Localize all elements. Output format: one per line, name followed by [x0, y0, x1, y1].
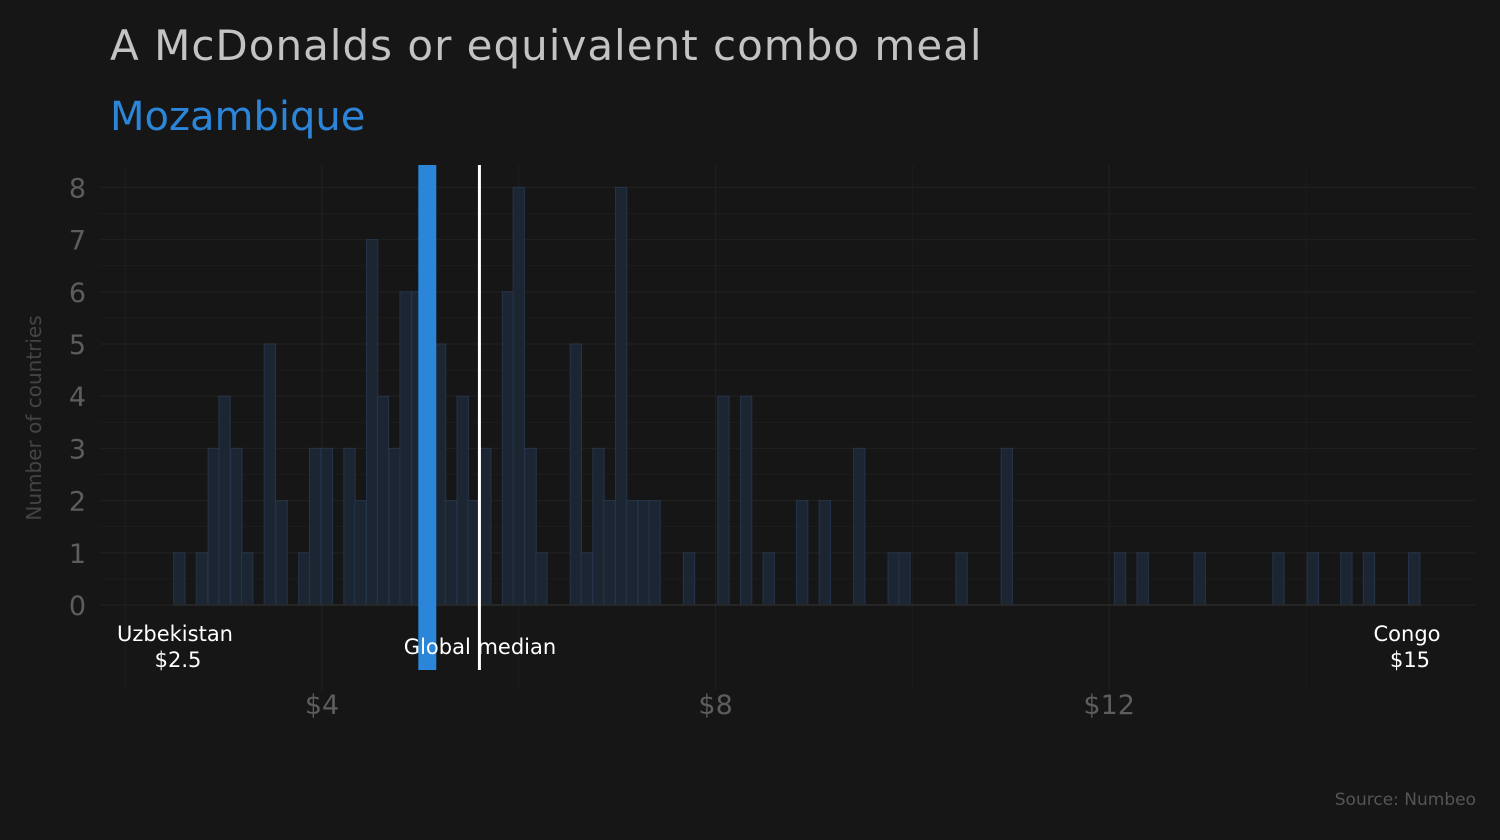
source-note: Source: Numbeo	[1335, 790, 1476, 810]
histogram-bar	[818, 500, 831, 606]
histogram-bar	[1306, 552, 1320, 606]
histogram-bar	[955, 552, 968, 606]
y-tick-label: 4	[69, 382, 86, 413]
histogram-bar	[762, 552, 775, 606]
histogram-bar	[1136, 552, 1149, 606]
histogram-bar	[376, 395, 390, 606]
chart-subtitle: Mozambique	[110, 94, 365, 140]
grid-layer	[100, 165, 1475, 690]
histogram-bar	[456, 395, 469, 606]
y-tick-label: 0	[69, 591, 86, 622]
max-country-label: Congo	[1374, 622, 1441, 646]
histogram-bar	[898, 552, 911, 606]
histogram-bar	[603, 500, 616, 606]
x-tick-label: $4	[305, 690, 339, 721]
histogram-bar	[535, 552, 548, 606]
histogram-bar	[796, 500, 809, 606]
histogram-bar	[308, 447, 322, 606]
histogram-bar	[739, 395, 753, 606]
histogram-bar	[887, 552, 900, 606]
histogram-bar	[1113, 552, 1127, 606]
histogram-bar	[388, 447, 401, 606]
highlight-country-band	[418, 165, 437, 670]
histogram-bar	[637, 500, 650, 606]
histogram-bar	[682, 552, 696, 606]
axis-labels: 0 1 2 3 4 5 6 7 8 $4 $8 $12	[69, 173, 1135, 721]
chart-title: A McDonalds or equivalent combo meal	[110, 21, 983, 70]
histogram-bar	[207, 447, 220, 606]
median-label: Global median	[404, 635, 556, 659]
histogram-bar	[648, 500, 661, 606]
y-tick-label: 8	[69, 173, 86, 204]
histogram-bar	[343, 447, 356, 606]
x-tick-label: $12	[1083, 690, 1135, 721]
y-tick-label: 1	[69, 539, 86, 570]
histogram-bar	[479, 447, 492, 606]
histogram-bar	[1000, 447, 1014, 606]
histogram-bar	[512, 186, 525, 606]
y-axis-label: Number of countries	[22, 315, 46, 520]
histogram-bar	[1340, 552, 1353, 606]
histogram-bar	[173, 552, 186, 606]
histogram-bar	[230, 447, 243, 606]
histogram-bar	[717, 395, 730, 606]
histogram-bar	[366, 239, 379, 606]
max-value-label: $15	[1390, 648, 1430, 672]
histogram-bar	[1193, 552, 1206, 606]
histogram-bar	[218, 395, 231, 606]
histogram-bar	[320, 447, 334, 606]
histogram-bar	[195, 552, 209, 606]
reference-lines	[418, 165, 481, 670]
histogram-bar	[580, 552, 593, 606]
min-value-label: $2.5	[155, 648, 202, 672]
histogram-bar	[569, 343, 583, 606]
histogram-bar	[399, 291, 412, 606]
histogram-bar	[1362, 552, 1376, 606]
histogram-bar	[1272, 552, 1285, 606]
histogram-bar	[501, 291, 515, 606]
histogram-bar	[263, 343, 277, 606]
histogram-bar	[614, 186, 628, 606]
y-tick-label: 6	[69, 278, 86, 309]
histogram-bar	[298, 552, 311, 606]
histogram-bar	[241, 552, 254, 606]
histogram-bar	[853, 447, 866, 606]
y-tick-label: 3	[69, 434, 86, 465]
histogram-bar	[625, 500, 639, 606]
histogram-bar	[524, 447, 537, 606]
x-tick-label: $8	[698, 690, 732, 721]
min-country-label: Uzbekistan	[117, 622, 233, 646]
y-tick-label: 2	[69, 487, 86, 518]
histogram-bar	[467, 500, 480, 606]
histogram-bar	[444, 500, 458, 606]
histogram-bar	[592, 447, 605, 606]
histogram-bar	[354, 500, 367, 606]
y-tick-label: 7	[69, 226, 86, 257]
histogram-bar	[275, 500, 288, 606]
y-tick-label: 5	[69, 330, 86, 361]
histogram-bar	[1408, 552, 1421, 606]
